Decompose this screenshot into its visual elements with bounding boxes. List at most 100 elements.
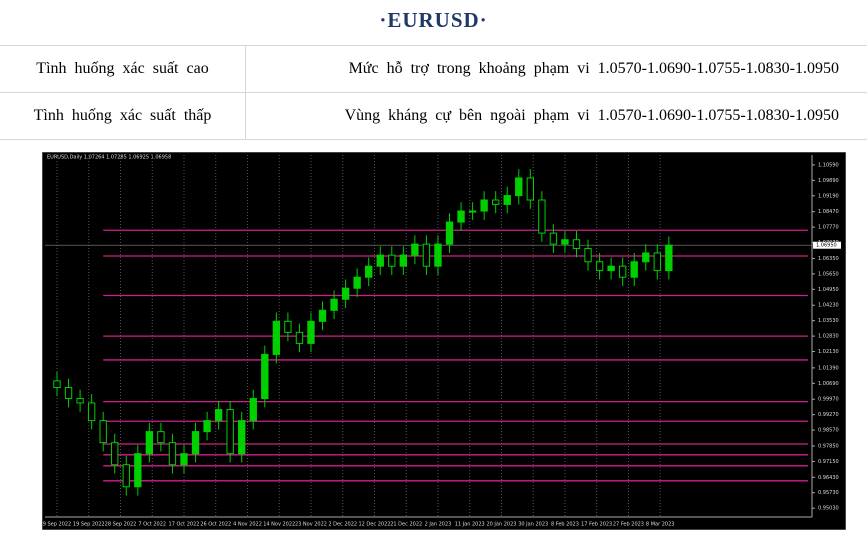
candle-body bbox=[411, 243, 419, 256]
y-tick-label: 0.99970 bbox=[818, 397, 839, 403]
x-tick-label: 8 Mar 2023 bbox=[646, 522, 675, 528]
candle-body bbox=[111, 442, 119, 466]
candle-body bbox=[595, 261, 604, 272]
candle-body bbox=[445, 221, 454, 245]
y-tick-label: 1.04950 bbox=[818, 287, 839, 293]
candle-body bbox=[572, 239, 581, 250]
candle-body bbox=[295, 331, 304, 344]
table-row: Tình huống xác suất cao Mức hỗ trợ trong… bbox=[0, 45, 867, 93]
table-row: Tình huống xác suất thấp Vùng kháng cự b… bbox=[0, 92, 867, 140]
candle-body bbox=[376, 254, 384, 267]
candle-body bbox=[434, 243, 442, 267]
candle-body bbox=[226, 409, 234, 455]
candle-body bbox=[561, 239, 569, 245]
candle-body bbox=[191, 431, 200, 455]
candle-body bbox=[492, 199, 500, 205]
x-tick-label: 23 Nov 2022 bbox=[295, 522, 327, 528]
x-tick-label: 17 Feb 2023 bbox=[581, 522, 612, 528]
y-tick-label: 0.98570 bbox=[818, 428, 839, 434]
candle-body bbox=[157, 431, 165, 444]
x-tick-label: 19 Sep 2022 bbox=[73, 522, 105, 528]
candle-body bbox=[64, 387, 73, 400]
x-tick-label: 28 Sep 2022 bbox=[105, 522, 137, 528]
candle-body bbox=[318, 309, 327, 322]
x-tick-label: 14 Nov 2022 bbox=[263, 522, 295, 528]
y-tick-label: 1.10590 bbox=[818, 162, 839, 168]
x-tick-label: 8 Feb 2023 bbox=[551, 522, 579, 528]
y-tick-label: 0.97150 bbox=[818, 459, 839, 465]
table-cell: Tình huống xác suất cao bbox=[0, 45, 246, 93]
candle-body bbox=[180, 453, 188, 466]
candle-body bbox=[399, 254, 408, 267]
candle-body bbox=[238, 420, 246, 455]
candle-body bbox=[284, 320, 292, 333]
candle-body bbox=[503, 195, 511, 205]
candle-body bbox=[330, 298, 338, 311]
page-title: ·EURUSD· bbox=[379, 8, 488, 32]
y-tick-label: 1.07770 bbox=[818, 225, 839, 231]
candle-body bbox=[618, 265, 627, 278]
candle-body bbox=[87, 402, 96, 422]
candle-body bbox=[214, 409, 223, 422]
x-tick-label: 4 Nov 2022 bbox=[233, 522, 262, 528]
y-tick-label: 1.02130 bbox=[818, 349, 839, 355]
candle-body bbox=[665, 244, 673, 272]
x-tick-label: 27 Feb 2023 bbox=[613, 522, 644, 528]
x-tick-label: 2 Jan 2023 bbox=[425, 522, 452, 528]
y-tick-label: 1.01390 bbox=[818, 365, 839, 371]
x-tick-label: 12 Dec 2022 bbox=[358, 522, 390, 528]
candle-body bbox=[526, 177, 534, 201]
candle-body bbox=[353, 276, 361, 289]
x-tick-label: 2 Dec 2022 bbox=[328, 522, 357, 528]
table-cell: Tình huống xác suất thấp bbox=[0, 92, 246, 140]
candle-body bbox=[272, 320, 281, 355]
y-tick-label: 1.03530 bbox=[818, 318, 839, 324]
x-tick-label: 7 Oct 2022 bbox=[138, 522, 166, 528]
candle-body bbox=[584, 248, 592, 263]
table-cell: Mức hỗ trợ trong khoảng phạm vi 1.0570-1… bbox=[245, 45, 867, 93]
candle-body bbox=[642, 252, 650, 263]
y-tick-label: 1.05650 bbox=[818, 271, 839, 277]
candle-body bbox=[538, 199, 546, 234]
chart-background bbox=[42, 152, 846, 530]
chart-title: EURUSD,Daily 1.07264 1.07285 1.06925 1.0… bbox=[47, 155, 171, 161]
x-tick-label: 17 Oct 2022 bbox=[169, 522, 200, 528]
x-tick-label: 20 Jan 2023 bbox=[486, 522, 516, 528]
y-tick-label: 1.04230 bbox=[818, 303, 839, 309]
x-tick-label: 21 Dec 2022 bbox=[390, 522, 422, 528]
candle-body bbox=[457, 210, 465, 223]
y-tick-label: 0.95730 bbox=[818, 490, 839, 496]
x-tick-label: 30 Jan 2023 bbox=[518, 522, 548, 528]
y-tick-label: 1.06350 bbox=[818, 256, 839, 262]
y-tick-label: 1.09190 bbox=[818, 193, 839, 199]
candle-body bbox=[480, 199, 488, 212]
y-tick-label: 1.02830 bbox=[818, 334, 839, 340]
candle-body bbox=[307, 320, 315, 344]
y-tick-label: 0.99270 bbox=[818, 412, 839, 418]
candle-body bbox=[341, 287, 350, 300]
candle-body bbox=[53, 380, 61, 389]
x-tick-label: 26 Oct 2022 bbox=[200, 522, 231, 528]
candle-body bbox=[249, 398, 257, 422]
scenario-table: Tình huống xác suất cao Mức hỗ trợ trong… bbox=[0, 45, 867, 140]
x-tick-label: 9 Sep 2022 bbox=[43, 522, 72, 528]
candle-body bbox=[549, 232, 558, 245]
x-tick-label: 11 Jan 2023 bbox=[455, 522, 485, 528]
candle-body bbox=[365, 265, 373, 278]
y-tick-label: 0.97850 bbox=[818, 443, 839, 449]
candle-body bbox=[76, 398, 84, 404]
candle-body bbox=[99, 420, 107, 444]
candle-body bbox=[468, 210, 477, 213]
y-tick-label: 0.95030 bbox=[818, 506, 839, 512]
y-tick-label: 1.00690 bbox=[818, 381, 839, 387]
y-tick-label: 1.09890 bbox=[818, 178, 839, 184]
candle-body bbox=[388, 254, 396, 267]
last-price-box bbox=[813, 241, 841, 249]
y-tick-label: 1.08470 bbox=[818, 209, 839, 215]
candle-body bbox=[203, 420, 211, 433]
candle-body bbox=[134, 453, 142, 488]
candle-body bbox=[122, 464, 130, 488]
candle-body bbox=[653, 252, 661, 272]
candle-body bbox=[630, 261, 638, 278]
